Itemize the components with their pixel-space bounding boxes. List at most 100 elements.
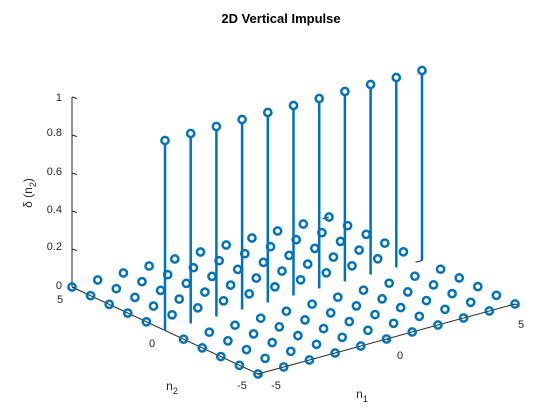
z-tick-mark <box>71 134 78 137</box>
stem-marker <box>395 302 406 313</box>
z-axis-label: δ (n2) <box>21 178 38 208</box>
stem-marker <box>465 297 476 308</box>
stem-marker <box>491 290 502 301</box>
stem-marker <box>307 299 317 310</box>
stem-marker <box>232 264 243 275</box>
stem-marker <box>510 299 520 309</box>
stem-marker <box>251 273 262 283</box>
stem-marker <box>484 306 495 316</box>
stem-marker <box>197 343 208 353</box>
stem-marker <box>344 316 355 327</box>
stem-marker <box>270 281 280 292</box>
stem-marker <box>407 327 418 337</box>
stem-marker <box>241 344 252 355</box>
stem-marker <box>381 334 392 344</box>
n2-tick-label: 5 <box>57 294 63 306</box>
stem-marker <box>472 281 483 292</box>
stem-marker <box>230 320 240 331</box>
stem-marker <box>281 306 292 317</box>
stem-marker <box>314 93 325 104</box>
z-tick-mark <box>71 172 78 175</box>
stem-marker <box>247 233 257 243</box>
n1-tick-label: -5 <box>271 380 281 392</box>
stem-marker <box>258 257 269 268</box>
n1-axis-label: n1 <box>356 387 368 404</box>
stem-marker <box>454 273 465 283</box>
stem-marker <box>377 294 387 304</box>
stem-marker <box>410 271 420 282</box>
n2-tick-mark <box>415 260 423 263</box>
stem-marker <box>111 283 122 294</box>
stem-marker <box>311 339 322 350</box>
stem-marker <box>370 309 380 320</box>
stem-marker <box>414 311 425 322</box>
stem-marker <box>384 278 395 289</box>
stem-marker <box>335 236 346 247</box>
stem-marker <box>155 285 166 296</box>
stem-marker <box>347 260 357 271</box>
stem-marker <box>402 287 413 297</box>
stem-marker <box>255 313 266 324</box>
stem-marker <box>340 86 350 97</box>
stem-marker <box>192 302 203 313</box>
z-tick-label: 1 <box>56 92 62 104</box>
z-tick-mark <box>71 210 78 213</box>
stem-marker <box>433 320 443 330</box>
stem-marker <box>260 353 270 364</box>
stem-marker <box>215 351 226 362</box>
stem-marker <box>92 275 103 285</box>
stem-marker <box>174 294 185 304</box>
z-tick-mark <box>71 96 78 99</box>
stem-marker <box>277 266 287 276</box>
chart-title: 2D Vertical Impulse <box>221 11 340 26</box>
z-tick-label: 0.4 <box>47 204 62 216</box>
n2-axis-label: n2 <box>166 379 178 396</box>
z-tick-label: 0.8 <box>47 127 62 139</box>
stem-marker <box>428 280 439 290</box>
z-tick-label: 0.6 <box>47 166 62 178</box>
stem-marker <box>295 274 306 285</box>
stem-marker <box>274 322 285 332</box>
stem-marker <box>244 288 255 299</box>
stem-marker <box>309 243 320 254</box>
n2-tick-labels: 5 0 -5 <box>57 294 247 392</box>
stem-marker <box>300 315 310 325</box>
stem-marker <box>355 341 366 351</box>
stem-marker <box>148 301 159 311</box>
stem-marker <box>67 282 77 292</box>
stem-marker <box>278 362 289 372</box>
z-tick-mark <box>71 248 78 251</box>
stem-marker <box>318 323 329 334</box>
stem-marker <box>137 276 147 287</box>
stem-marker <box>324 212 334 222</box>
stem-marker <box>200 287 210 297</box>
stem-marker <box>130 292 140 303</box>
stem-marker <box>169 254 180 264</box>
stem-marker <box>122 308 133 318</box>
stem-marker <box>167 309 177 320</box>
stem-marker <box>285 346 296 357</box>
stem-marker <box>237 114 247 125</box>
stem-marker <box>284 250 294 261</box>
stem-marker <box>207 271 217 282</box>
stem-marker <box>223 336 233 346</box>
stem-marker <box>118 268 129 278</box>
z-tick-labels: 1 0.8 0.6 0.4 0.2 0 <box>47 92 62 292</box>
stem-marker <box>332 292 343 303</box>
stem-marker <box>160 135 170 146</box>
stem-marker <box>195 247 206 257</box>
stem-marker <box>304 355 315 365</box>
n1-tick-label: 0 <box>397 350 403 362</box>
stems <box>67 65 520 379</box>
stem-marker <box>365 79 376 90</box>
stem-marker <box>185 128 196 139</box>
stem-marker <box>398 246 409 257</box>
stem-marker <box>225 280 236 290</box>
stem-marker <box>363 325 373 336</box>
z-tick-label: 0 <box>56 280 62 292</box>
stem-marker <box>372 253 383 264</box>
n1-tick-labels: -5 0 5 <box>271 319 524 392</box>
stem-marker <box>267 337 278 348</box>
